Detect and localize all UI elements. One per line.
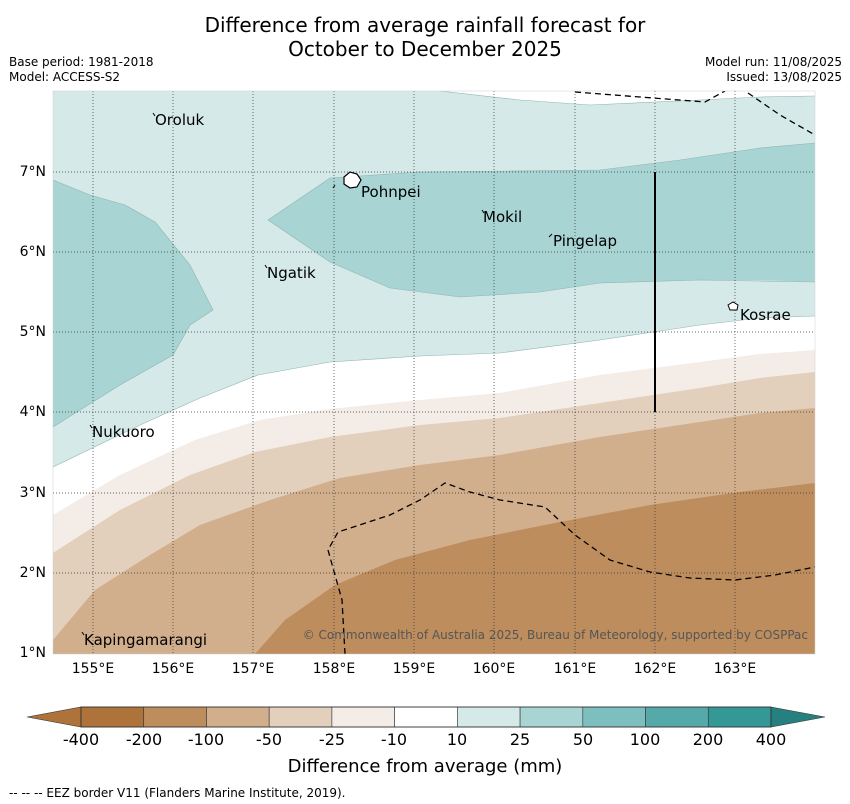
map-area: [53, 91, 815, 654]
colorbar-segment: [645, 706, 709, 728]
colorbar-label: -10: [380, 730, 408, 749]
y-tick-3n: 3°N: [19, 485, 46, 501]
colorbar-segment: [206, 706, 270, 728]
y-tick-7n: 7°N: [19, 164, 46, 180]
meta-right: Model run: 11/08/2025 Issued: 13/08/2025: [705, 55, 842, 85]
colorbar-low-arrow: [26, 706, 82, 728]
model-run: Model run: 11/08/2025: [704, 55, 842, 69]
place-ngatik: Ngatik: [267, 264, 316, 282]
colorbar-segment: [707, 706, 772, 728]
colorbar-frame: [80, 706, 772, 728]
colorbar-label: -50: [255, 730, 283, 749]
kosrae-island-shape: [727, 301, 739, 311]
colorbar-label: 25: [509, 730, 531, 749]
colorbar-label: 400: [755, 730, 787, 749]
band-minus-100-200: [255, 483, 815, 654]
x-tick-156: 156°E: [151, 661, 195, 677]
eez-footnote: -- -- -- EEZ border V11 (Flanders Marine…: [9, 786, 346, 800]
colorbar-segment: [80, 706, 145, 728]
contour-lines: [53, 91, 815, 468]
colorbar-segments: [80, 706, 772, 728]
x-tick-159: 159°E: [392, 661, 436, 677]
place-kosrae: Kosrae: [740, 306, 791, 324]
colorbar-label: 200: [692, 730, 724, 749]
x-tick-158: 158°E: [312, 661, 356, 677]
meta-left: Base period: 1981-2018 Model: ACCESS-S2: [9, 55, 154, 85]
y-tick-4n: 4°N: [19, 404, 46, 420]
map-title: Difference from average rainfall forecas…: [0, 13, 850, 61]
colorbar-high-arrow: [770, 706, 826, 728]
colorbar-label: 10: [446, 730, 468, 749]
y-tick-5n: 5°N: [19, 324, 46, 340]
x-tick-163: 163°E: [713, 661, 757, 677]
title-line-2: October to December 2025: [288, 37, 562, 61]
colorbar-segment: [394, 706, 458, 728]
y-tick-6n: 6°N: [19, 244, 46, 260]
x-tick-157: 157°E: [231, 661, 275, 677]
place-mokil: Mokil: [483, 208, 523, 226]
copyright-notice: © Commonwealth of Australia 2025, Bureau…: [302, 628, 808, 642]
colorbar-label: -100: [187, 730, 225, 749]
place-nukuoro: Nukuoro: [92, 423, 155, 441]
model-name: Model: ACCESS-S2: [9, 70, 121, 84]
colorbar-label: -200: [125, 730, 163, 749]
issued-date: Issued: 13/08/2025: [726, 70, 842, 84]
place-kapingamarangi: Kapingamarangi: [84, 631, 208, 649]
y-tick-1n: 1°N: [19, 645, 46, 661]
map-frame: [52, 90, 816, 655]
gridlines: [53, 91, 815, 654]
colorbar-label: -25: [318, 730, 346, 749]
colorbar-segment: [331, 706, 395, 728]
place-pohnpei: Pohnpei: [361, 183, 421, 201]
band-top-white: [440, 91, 815, 105]
colorbar-label: 100: [629, 730, 661, 749]
x-tick-162: 162°E: [633, 661, 677, 677]
band-25-50-north: [268, 143, 815, 297]
x-tick-161: 161°E: [553, 661, 597, 677]
base-period: Base period: 1981-2018: [9, 55, 154, 69]
title-line-1: Difference from average rainfall forecas…: [204, 13, 646, 37]
x-tick-160: 160°E: [472, 661, 516, 677]
colorbar-segment: [268, 706, 333, 728]
atoll-markers: [81, 112, 553, 636]
pohnpei-island-shape: [343, 171, 362, 189]
colorbar-segment: [457, 706, 521, 728]
place-oroluk: Oroluk: [155, 111, 205, 129]
colorbar: [26, 706, 826, 728]
x-tick-155: 155°E: [71, 661, 115, 677]
y-tick-2n: 2°N: [19, 565, 46, 581]
colorbar-segment: [519, 706, 584, 728]
colorbar-label: -400: [62, 730, 100, 749]
eez-borders: [327, 91, 815, 654]
colorbar-segment: [582, 706, 646, 728]
colorbar-label: 50: [572, 730, 594, 749]
place-pingelap: Pingelap: [553, 232, 618, 250]
colorbar-title: Difference from average (mm): [287, 756, 563, 777]
colorbar-segment: [143, 706, 207, 728]
